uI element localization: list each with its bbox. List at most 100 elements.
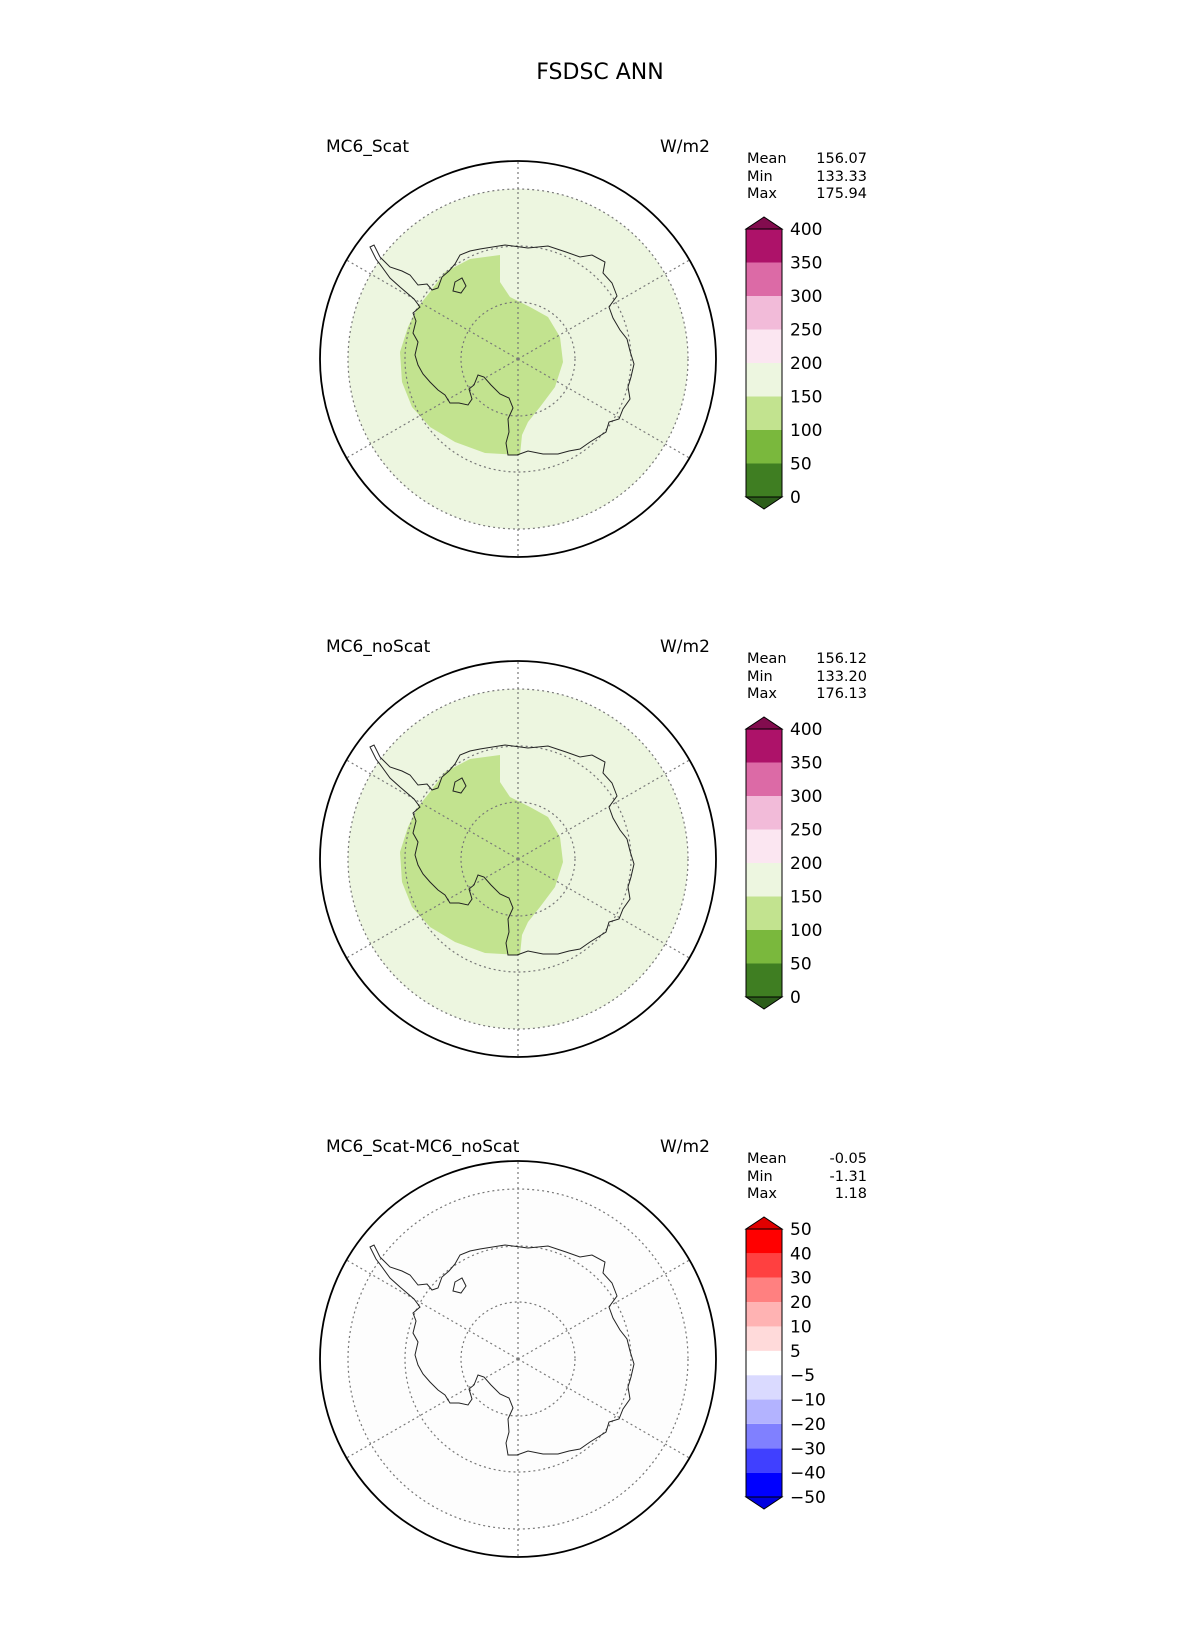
colorbar-segment <box>746 762 782 796</box>
panel-title: MC6_Scat-MC6_noScat <box>326 1137 520 1157</box>
colorbar: 0 50 100 150 200 250 300 350 400 <box>744 216 822 510</box>
colorbar-tick-label: 100 <box>790 421 822 441</box>
colorbar: −50 −40 −30 −20 −10 −5 5 10 20 30 40 50 <box>744 1216 826 1510</box>
colorbar-tick-label: −50 <box>790 1488 826 1508</box>
panel-units: W/m2 <box>660 137 710 157</box>
meridian-line <box>344 1358 519 1460</box>
stat-label: Mean <box>747 651 787 667</box>
latitude-circle <box>460 801 576 917</box>
colorbar-tick-label: 400 <box>790 220 822 240</box>
colorbar-segment <box>746 363 782 397</box>
meridian-line <box>517 358 692 460</box>
colorbar-tick-label: 30 <box>790 1269 812 1289</box>
colorbar-tick-label: 0 <box>790 488 801 508</box>
colorbar: 0 50 100 150 200 250 300 350 400 <box>744 716 822 1010</box>
colorbar-segment <box>746 396 782 430</box>
polar-map <box>319 659 717 1059</box>
colorbar-frame <box>745 728 783 998</box>
colorbar-tick-label: 5 <box>790 1342 801 1362</box>
colorbar-segment <box>746 930 782 964</box>
stat-min: 133.33 <box>816 168 867 185</box>
colorbar-tick-label: 150 <box>790 888 822 908</box>
colorbar-segment <box>746 329 782 363</box>
colorbar-segment <box>746 963 782 997</box>
colorbar-tick-label: 200 <box>790 354 822 374</box>
colorbar-tick-label: 350 <box>790 754 822 774</box>
map-boundary <box>319 660 717 1058</box>
colorbar-segment <box>746 1423 782 1449</box>
colorbar-tick-label: 300 <box>790 287 822 307</box>
colorbar-tick-label: 10 <box>790 1317 812 1337</box>
field-inner-region <box>400 255 563 455</box>
panel-title: MC6_Scat <box>326 137 410 157</box>
meridian-line <box>517 858 692 960</box>
meridian-line <box>344 758 519 860</box>
colorbar-segment <box>746 1399 782 1424</box>
latitude-circle <box>404 245 632 473</box>
colorbar-tick-label: 50 <box>790 955 812 975</box>
meridian-line <box>344 858 519 960</box>
stat-max: 176.13 <box>816 686 867 702</box>
colorbar-tick-label: 20 <box>790 1293 812 1313</box>
colorbar-tick-label: −20 <box>790 1415 826 1435</box>
panel-units: W/m2 <box>660 1137 710 1157</box>
map-panel-2: MC6_noScat W/m2 Mean 156.12 Min 133.20 Max… <box>0 637 1200 1137</box>
colorbar-segment <box>746 1350 782 1376</box>
colorbar-tick-label: 350 <box>790 254 822 274</box>
colorbar-extension-max <box>744 1216 784 1230</box>
meridian-line <box>517 1258 692 1360</box>
colorbar-tick-label: 250 <box>790 821 822 841</box>
colorbar-segment <box>746 863 782 897</box>
colorbar-tick-label: 200 <box>790 854 822 874</box>
colorbar-segment <box>746 796 782 830</box>
colorbar-tick-label: −10 <box>790 1391 826 1411</box>
colorbar-frame <box>745 1228 783 1498</box>
stat-mean: 156.12 <box>816 651 867 667</box>
stat-label: Mean <box>747 1151 787 1167</box>
colorbar-tick-label: −5 <box>790 1366 815 1386</box>
stat-label: Max <box>747 1186 777 1202</box>
polar-map <box>319 1159 717 1559</box>
colorbar-segment <box>746 1472 782 1497</box>
colorbar-extension-max <box>744 716 784 730</box>
colorbar-segment <box>746 1277 782 1303</box>
polar-map <box>319 159 717 559</box>
field-inner-region <box>400 1255 563 1455</box>
colorbar-frame <box>745 228 783 498</box>
stat-max: 175.94 <box>816 186 867 202</box>
colorbar-tick-label: 100 <box>790 921 822 941</box>
colorbar-segment <box>746 1375 782 1400</box>
stat-min: -1.31 <box>829 1168 867 1185</box>
colorbar-segment <box>746 829 782 863</box>
stats-box: Mean 156.07 Min 133.33 Max 175.94 <box>747 151 867 204</box>
colorbar-segment <box>746 296 782 330</box>
stat-mean: -0.05 <box>829 1151 867 1167</box>
latitude-circle <box>404 745 632 973</box>
stat-label: Max <box>747 686 777 702</box>
colorbar-tick-label: 0 <box>790 988 801 1008</box>
panel-title: MC6_noScat <box>326 637 431 657</box>
colorbar-tick-label: 250 <box>790 321 822 341</box>
colorbar-tick-label: 50 <box>790 1220 812 1240</box>
meridian-line <box>344 358 519 460</box>
colorbar-segment <box>746 1302 782 1327</box>
map-boundary <box>319 1160 717 1558</box>
meridian-line <box>344 258 519 360</box>
colorbar-tick-label: −30 <box>790 1439 826 1459</box>
colorbar-segment <box>746 729 782 763</box>
stat-label: Min <box>747 1168 773 1185</box>
stats-box: Mean 156.12 Min 133.20 Max 176.13 <box>747 651 867 704</box>
meridian-line <box>517 258 692 360</box>
stats-box: Mean -0.05 Min -1.31 Max 1.18 <box>747 1151 867 1204</box>
stat-label: Min <box>747 668 773 685</box>
colorbar-tick-label: 150 <box>790 388 822 408</box>
stat-mean: 156.07 <box>816 151 867 167</box>
colorbar-segment <box>746 463 782 497</box>
colorbar-tick-label: 300 <box>790 787 822 807</box>
colorbar-extension-max <box>744 216 784 230</box>
colorbar-segment <box>746 1253 782 1278</box>
colorbar-segment <box>746 1448 782 1473</box>
stat-max: 1.18 <box>834 1186 867 1202</box>
stat-label: Max <box>747 186 777 202</box>
meridian-line <box>344 1258 519 1360</box>
